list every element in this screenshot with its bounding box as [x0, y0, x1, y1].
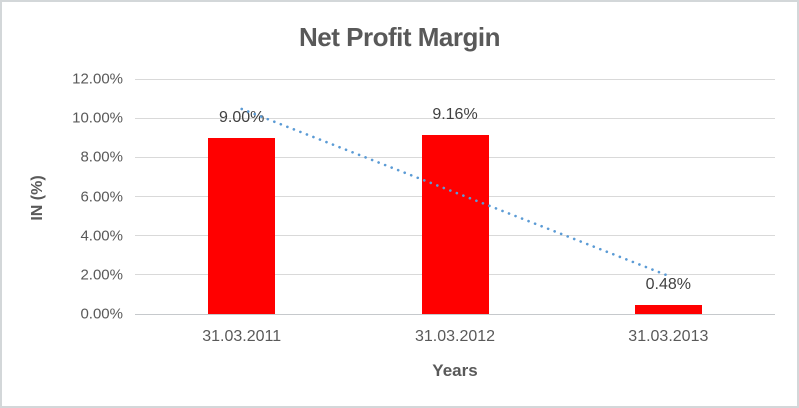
y-tick-label: 12.00%	[72, 70, 123, 88]
gridline	[135, 314, 775, 315]
x-tick-label: 31.03.2012	[414, 328, 496, 345]
y-tick-label: 0.00%	[80, 305, 123, 323]
bar-value-label: 9.16%	[432, 105, 478, 123]
y-tick-label: 6.00%	[80, 188, 123, 205]
bar-31.03.2011	[208, 137, 276, 314]
x-tick-label: 31.03.2013	[628, 328, 709, 345]
bar-value-label: 9.00%	[218, 108, 265, 126]
plot-area: 9.00% 9.16% 0.48%	[135, 78, 775, 315]
y-tick-label: 2.00%	[80, 266, 123, 284]
x-axis-title: Years	[432, 361, 478, 380]
bar-31.03.2013	[634, 304, 702, 314]
y-tick-label: 4.00%	[80, 227, 123, 245]
gridline	[135, 117, 775, 119]
chart-title: Net Profit Margin	[299, 22, 500, 52]
x-tick-label: 31.03.2011	[202, 328, 282, 345]
trendline-path	[240, 107, 670, 278]
bar-31.03.2012	[421, 134, 489, 314]
y-tick-label: 8.00%	[80, 148, 123, 166]
y-tick-label: 10.00%	[72, 109, 123, 127]
bar-value-label: 0.48%	[645, 275, 692, 293]
gridline	[135, 78, 775, 80]
trendline	[240, 107, 670, 278]
